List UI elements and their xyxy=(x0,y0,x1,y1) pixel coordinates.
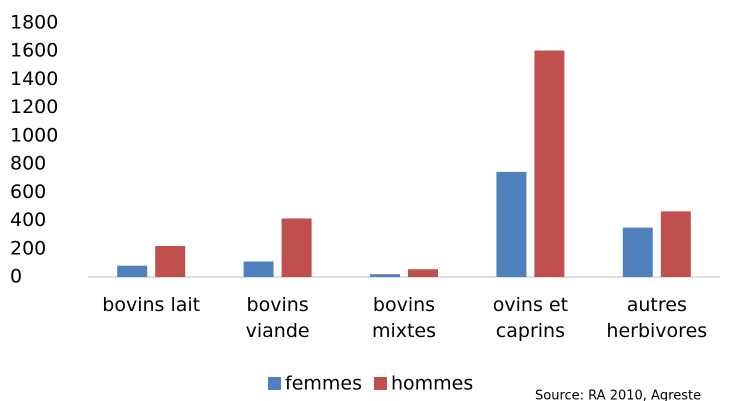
y-tick-label: 1800 xyxy=(10,12,58,34)
legend-label: hommes xyxy=(391,373,473,395)
y-tick-label: 0 xyxy=(10,266,22,288)
x-tick-label: bovins mixtes xyxy=(371,294,437,342)
bar xyxy=(408,269,438,277)
legend-swatch xyxy=(373,377,387,390)
legend-swatch xyxy=(268,377,281,390)
y-tick-label: 1000 xyxy=(10,124,58,146)
y-tick-label: 200 xyxy=(10,237,46,259)
annotation: Source: RA 2010, Agreste xyxy=(535,389,701,401)
bar xyxy=(660,211,691,277)
bar xyxy=(622,227,653,277)
x-tick-label: bovins viande xyxy=(245,294,310,342)
bar xyxy=(117,265,148,277)
x-tick-label: ovins et caprins xyxy=(492,294,569,342)
bar xyxy=(155,245,186,277)
y-tick-label: 800 xyxy=(10,153,46,175)
bar xyxy=(370,274,400,277)
bar xyxy=(496,171,527,277)
bar xyxy=(281,218,312,277)
y-tick-label: 1400 xyxy=(10,68,58,90)
x-tick-label: autres herbivores xyxy=(606,294,708,342)
bar xyxy=(243,261,274,277)
y-tick-label: 1200 xyxy=(10,96,58,118)
y-tick-label: 600 xyxy=(10,181,46,203)
x-tick-label: bovins lait xyxy=(102,294,201,316)
bar xyxy=(534,50,565,278)
y-tick-label: 400 xyxy=(10,209,46,231)
y-tick-label: 1600 xyxy=(10,40,58,62)
legend-label: femmes xyxy=(285,373,362,395)
